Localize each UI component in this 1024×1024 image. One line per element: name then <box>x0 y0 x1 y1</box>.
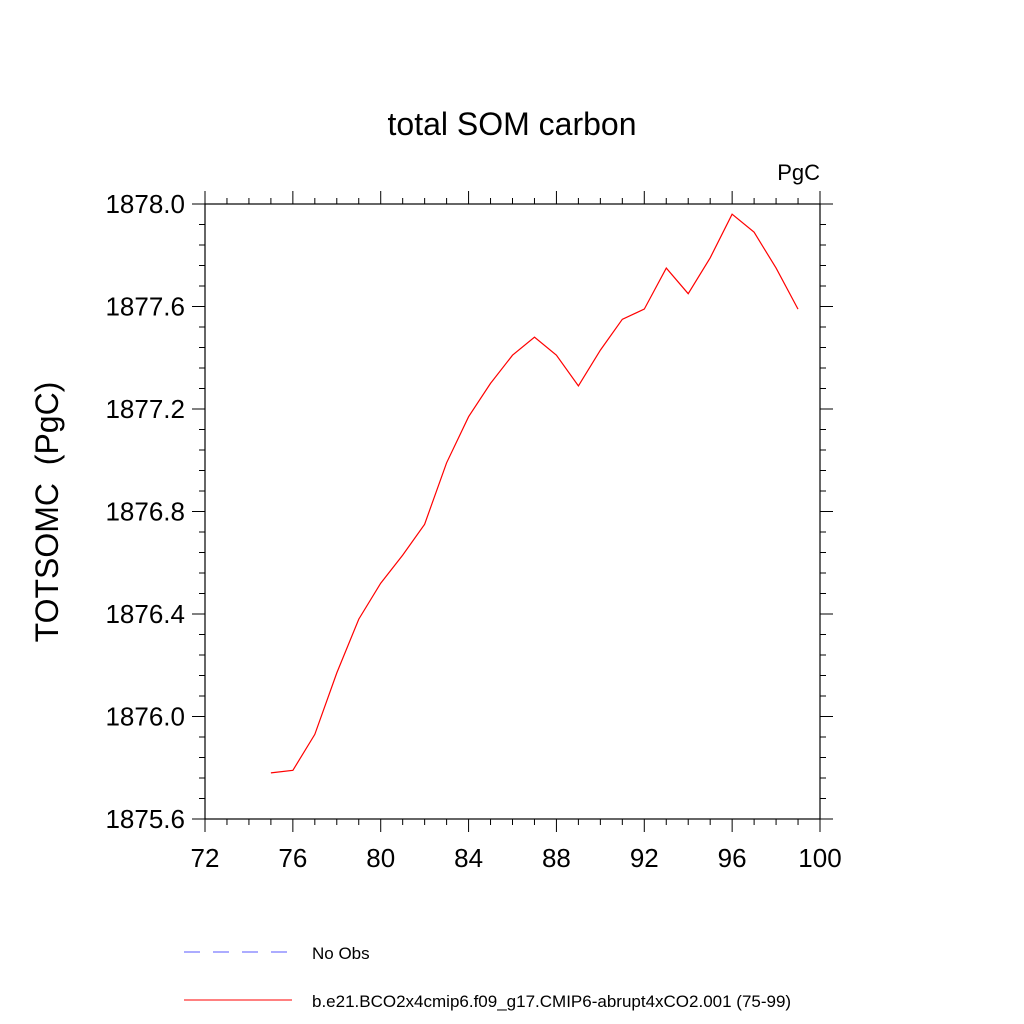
data-series <box>270 213 799 774</box>
y-tick-label: 1877.2 <box>105 394 185 424</box>
y-tick-label: 1877.6 <box>105 292 185 322</box>
legend: No Obs b.e21.BCO2x4cmip6.f09_g17.CMIP6-ab… <box>184 944 791 1011</box>
x-tick-label: 80 <box>366 843 395 873</box>
x-tick-label: 92 <box>630 843 659 873</box>
series-line <box>270 213 799 774</box>
x-tick-label: 88 <box>542 843 571 873</box>
legend-label: b.e21.BCO2x4cmip6.f09_g17.CMIP6-abrupt4x… <box>312 992 791 1011</box>
axis-tick-labels: 72 76 80 84 88 92 96 100 1875.6 1876.0 1876.4 1876.… <box>105 189 841 873</box>
y-tick-label: 1876.0 <box>105 702 185 732</box>
plot-frame <box>204 203 821 820</box>
y-tick-label: 1878.0 <box>105 189 185 219</box>
y-tick-label: 1876.8 <box>105 497 185 527</box>
y-axis-label: TOTSOMC (PgC) <box>29 382 65 643</box>
y-tick-label: 1875.6 <box>105 804 185 834</box>
x-tick-label: 84 <box>454 843 483 873</box>
axis-ticks <box>192 191 833 832</box>
legend-label: No Obs <box>312 944 370 963</box>
x-tick-label: 72 <box>191 843 220 873</box>
x-tick-label: 96 <box>718 843 747 873</box>
y-tick-label: 1876.4 <box>105 599 185 629</box>
x-tick-label: 76 <box>278 843 307 873</box>
chart-title: total SOM carbon <box>388 106 637 142</box>
units-label: PgC <box>777 160 820 185</box>
x-tick-label: 100 <box>798 843 841 873</box>
